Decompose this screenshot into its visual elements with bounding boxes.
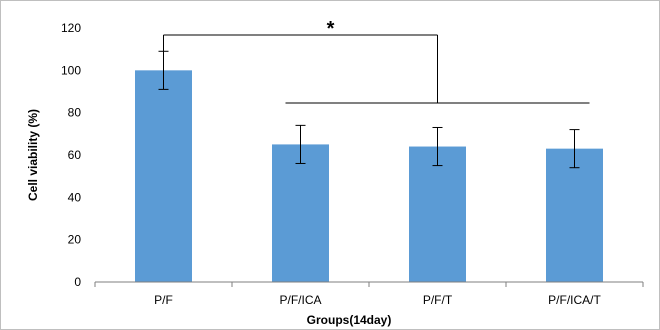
bar: [409, 146, 466, 282]
y-tick-label: 40: [68, 190, 82, 204]
x-tick-label: P/F/T: [423, 293, 453, 307]
y-axis-title: Cell viability (%): [26, 109, 40, 201]
error-bar: [295, 124, 306, 164]
bar: [546, 148, 603, 282]
y-tick-label: 0: [74, 275, 81, 289]
bars: [135, 70, 603, 282]
significance-star: *: [327, 18, 335, 40]
y-axis-ticks: 0 20 40 60 80 100 120: [61, 21, 81, 289]
error-bar: [569, 129, 580, 169]
y-tick-label: 100: [61, 63, 81, 77]
x-axis-title: Groups(14day): [307, 313, 392, 327]
x-tick-label: P/F/ICA: [279, 293, 321, 307]
x-tick-label: P/F/ICA/T: [548, 293, 601, 307]
significance-bracket: [163, 34, 590, 104]
y-tick-label: 80: [68, 106, 82, 120]
bar: [272, 144, 329, 282]
x-tick-label: P/F: [154, 293, 173, 307]
y-tick-label: 60: [68, 148, 82, 162]
x-axis-ticks: P/F P/F/ICA P/F/T P/F/ICA/T: [94, 282, 644, 307]
bar: [135, 70, 192, 282]
y-tick-label: 120: [61, 21, 81, 35]
y-tick-label: 20: [68, 233, 82, 247]
error-bars: [158, 50, 580, 169]
error-bar: [432, 126, 443, 167]
